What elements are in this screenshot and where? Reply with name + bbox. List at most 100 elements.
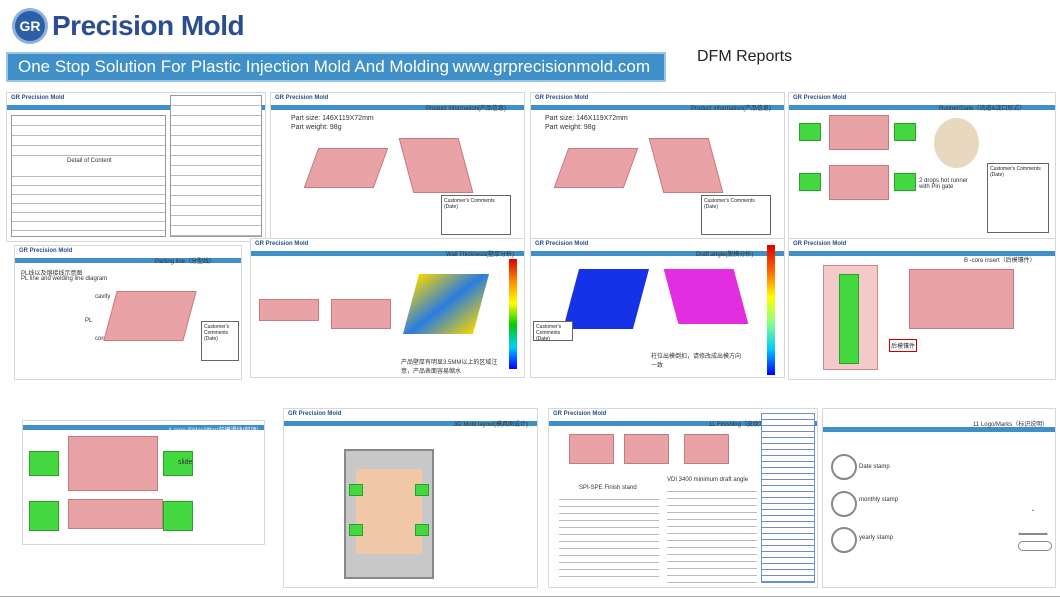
- part-render: [569, 434, 614, 464]
- thumb-header-bar: [531, 105, 784, 110]
- core-insert: [839, 274, 859, 364]
- yearly-stamp-icon: [831, 527, 857, 553]
- draft-note: 柱位出模倒扣，请修改成出模方向一致: [651, 354, 742, 369]
- slide-block: [349, 524, 363, 536]
- slide-block: [894, 173, 916, 191]
- thickness-scale: [509, 259, 517, 369]
- thumb-project-info: GR Precision Mold Detail of Content: [6, 92, 266, 242]
- slide-title: Wall Thickness(壁厚分析): [446, 252, 515, 258]
- vdi-table: [667, 485, 757, 583]
- slide-title: Draft angle(脱模分析): [696, 252, 754, 258]
- part-size: Part size: 146X119X72mm: [545, 115, 628, 122]
- thickness-note: 产品壁厚有明显3.5MM以上的区域注意，产品表面容易缩水: [401, 360, 498, 375]
- part-section: [259, 299, 319, 321]
- report-title: DFM Reports: [697, 48, 793, 65]
- material-mark-icon: [1018, 541, 1052, 551]
- part-render: [829, 165, 889, 200]
- customer-comments-box: Customer's Comments (Date): [533, 321, 573, 342]
- part-render: [68, 499, 163, 529]
- pl-label: PL: [85, 318, 93, 324]
- thumb-product-info-1: GR Precision Mold Product information(产品…: [270, 92, 525, 242]
- thumb-parting-line: GR Precision Mold Parting line（分型线） PL线以…: [14, 245, 242, 380]
- thumb-logo-marks: 11 Logo/Marks（标识说明） Date stamp monthly s…: [822, 408, 1056, 588]
- slogan-banner: One Stop Solution For Plastic Injection …: [6, 52, 666, 82]
- thumb-runner-gate: GR Precision Mold Runner/Gate（流道&浇口形式） 2…: [788, 92, 1056, 242]
- thumb-product-info-2: GR Precision Mold Product information(产品…: [530, 92, 785, 242]
- mini-logo: GR Precision Mold: [793, 241, 847, 247]
- banner-url: www.grprecisionmold.com: [452, 57, 650, 76]
- thickness-map: [402, 274, 490, 334]
- customer-comments-box: Customer's Comments (Date): [441, 195, 511, 235]
- slide-block: [799, 173, 821, 191]
- customer-comments-box: Customer's Comments (Date): [987, 163, 1049, 233]
- insert-note: 后模镶件: [889, 339, 918, 352]
- part-render: [829, 115, 889, 150]
- slide-title: A-core Slides/lifter(前模滑块/斜顶): [168, 428, 259, 434]
- slide-title: 11 Finishing（皮纹）: [709, 422, 765, 428]
- monthly-stamp-icon: [831, 491, 857, 517]
- part-render: [398, 138, 474, 193]
- thumb-header-bar: [823, 427, 1055, 432]
- thumb-header-bar: [15, 258, 241, 263]
- slide-title: B -core insert（后模镶件）: [964, 258, 1036, 264]
- slide-label: slide: [178, 459, 193, 466]
- core-label: core: [95, 336, 107, 342]
- part-render: [103, 291, 197, 341]
- cavity-plate: [356, 469, 422, 554]
- part-render: [648, 138, 724, 193]
- table-rows-top: [12, 116, 165, 156]
- slide-block: [894, 123, 916, 141]
- thumb-finishing: GR Precision Mold 11 Finishing（皮纹） SPI-S…: [548, 408, 818, 588]
- draft-map-cavity: [663, 269, 749, 324]
- mini-logo: GR Precision Mold: [19, 248, 73, 254]
- slide-block: [415, 484, 429, 496]
- bottom-divider: [0, 596, 1060, 597]
- table-caption: Detail of Content: [67, 158, 112, 164]
- slide-title: Product information(产品信息): [691, 106, 772, 112]
- pl-note-cn: PL线以及熔接线示意图: [21, 271, 83, 277]
- slide-title: 3D Mold layout(模具图设计): [454, 422, 529, 428]
- gr-logo-icon: GR: [12, 8, 48, 44]
- index-table: [170, 95, 262, 237]
- draft-map-core: [562, 269, 650, 329]
- slide-block: [163, 501, 193, 531]
- thumb-slides-lifter: A-core Slides/lifter(前模滑块/斜顶) slide: [22, 420, 265, 545]
- mini-logo: GR Precision Mold: [255, 241, 309, 247]
- customer-comments-box: Customer's Comments (Date): [701, 195, 771, 235]
- customer-comments-box: Customer's Comments (Date): [201, 321, 239, 361]
- thumb-header-bar: [23, 425, 264, 430]
- thumb-header-bar: [7, 105, 265, 110]
- company-logo: GR Precision Mold: [12, 8, 245, 44]
- mini-logo: GR Precision Mold: [535, 95, 589, 101]
- mini-logo: GR Precision Mold: [275, 95, 329, 101]
- thumb-header-bar: [789, 105, 1055, 110]
- thumb-header-bar: [789, 251, 1055, 256]
- part-render: [909, 269, 1014, 329]
- part-render: [303, 148, 389, 188]
- date-stamp-icon: [831, 454, 857, 480]
- banner-slogan: One Stop Solution For Plastic Injection …: [18, 57, 449, 76]
- slide-block: [29, 451, 59, 476]
- texture-table: [761, 413, 815, 583]
- logo-text: Precision Mold: [52, 10, 245, 41]
- part-render: [553, 148, 639, 188]
- mini-logo: GR Precision Mold: [535, 241, 589, 247]
- part-render: [624, 434, 669, 464]
- part-weight: Part weight: 98g: [291, 124, 342, 131]
- vdi-table-title: VDI 3400 minimum draft angle: [667, 477, 749, 483]
- slide-block: [349, 484, 363, 496]
- slide-block: [29, 501, 59, 531]
- thumb-header-bar: [251, 251, 524, 256]
- mini-logo: GR Precision Mold: [11, 95, 65, 101]
- part-size: Part size: 146X119X72mm: [291, 115, 374, 122]
- mini-logo: GR Precision Mold: [793, 95, 847, 101]
- spi-table-title: SPI-SPE Finish stand: [579, 485, 637, 491]
- slide-title: Product information(产品信息): [426, 106, 507, 112]
- pl-note-en: PL line and welding line diagram: [21, 276, 108, 282]
- draft-scale: [767, 245, 775, 375]
- slide-title: Parting line（分型线）: [155, 259, 216, 265]
- thumb-header-bar: [531, 251, 784, 256]
- thumb-header-bar: [271, 105, 524, 110]
- monthly-stamp-label: monthly stamp: [859, 497, 899, 503]
